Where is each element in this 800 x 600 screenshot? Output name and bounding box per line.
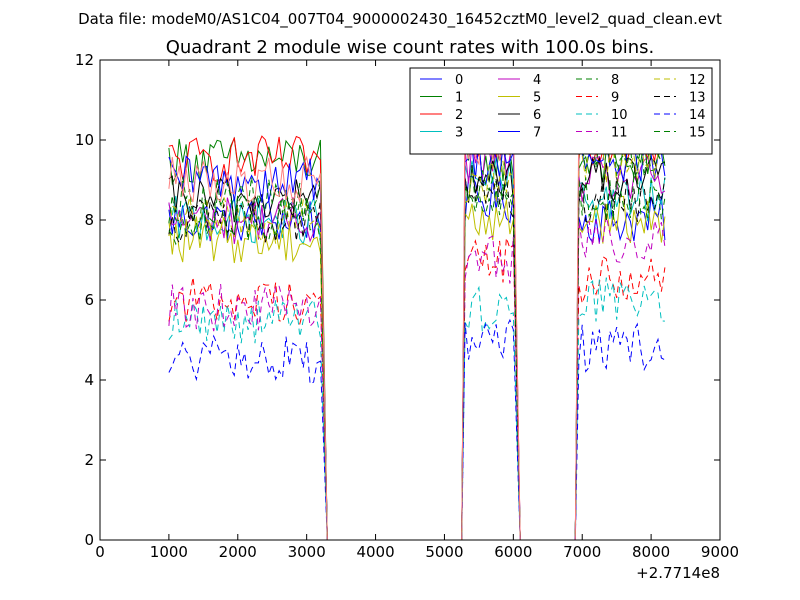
x-tick-label: 0: [95, 543, 105, 561]
legend-label: 2: [455, 108, 463, 123]
x-tick-label: 5000: [425, 543, 463, 561]
x-tick-label: 1000: [150, 543, 188, 561]
legend-label: 14: [689, 108, 706, 123]
x-tick-label: 8000: [632, 543, 670, 561]
legend-label: 7: [533, 126, 541, 141]
series-line-11: [168, 216, 666, 541]
ticks-layer: 0 1000 2000 3000 4000 5000 6000 7000 8000 9000 0 2 4…: [75, 51, 739, 561]
legend-label: 8: [611, 73, 619, 88]
legend-label: 15: [689, 126, 706, 141]
legend-label: 12: [689, 73, 706, 88]
legend-label: 5: [533, 91, 541, 106]
y-tick-label: 12: [75, 51, 94, 69]
legend-label: 3: [455, 126, 463, 141]
y-tick-label: 4: [84, 371, 94, 389]
series-line-14: [168, 318, 666, 541]
legend-label: 6: [533, 108, 541, 123]
x-offset-label: +2.7714e8: [636, 564, 720, 582]
x-tick-label: 9000: [701, 543, 739, 561]
y-tick-label: 2: [84, 451, 94, 469]
legend-label: 13: [689, 91, 706, 106]
x-tick-label: 7000: [563, 543, 601, 561]
legend-box: [409, 67, 713, 155]
legend-label: 1: [455, 91, 463, 106]
legend-label: 10: [611, 108, 628, 123]
y-tick-label: 8: [84, 211, 94, 229]
series-layer: [168, 103, 666, 541]
legend-label: 11: [611, 126, 628, 141]
chart-title: Quadrant 2 module wise count rates with …: [166, 37, 655, 58]
legend-label: 0: [455, 73, 463, 88]
x-tick-label: 3000: [288, 543, 326, 561]
x-tick-label: 6000: [494, 543, 532, 561]
chart-suptitle: Data file: modeM0/AS1C04_007T04_90000024…: [78, 10, 722, 29]
y-tick-label: 10: [75, 131, 94, 149]
y-tick-label: 0: [84, 531, 94, 549]
legend-label: 9: [611, 91, 619, 106]
series-line-15: [168, 175, 666, 541]
series-line-10: [168, 277, 665, 541]
series-line-13: [168, 176, 666, 541]
x-tick-label: 2000: [219, 543, 257, 561]
y-tick-label: 6: [84, 291, 94, 309]
x-tick-label: 4000: [356, 543, 394, 561]
legend-label: 4: [533, 73, 541, 88]
